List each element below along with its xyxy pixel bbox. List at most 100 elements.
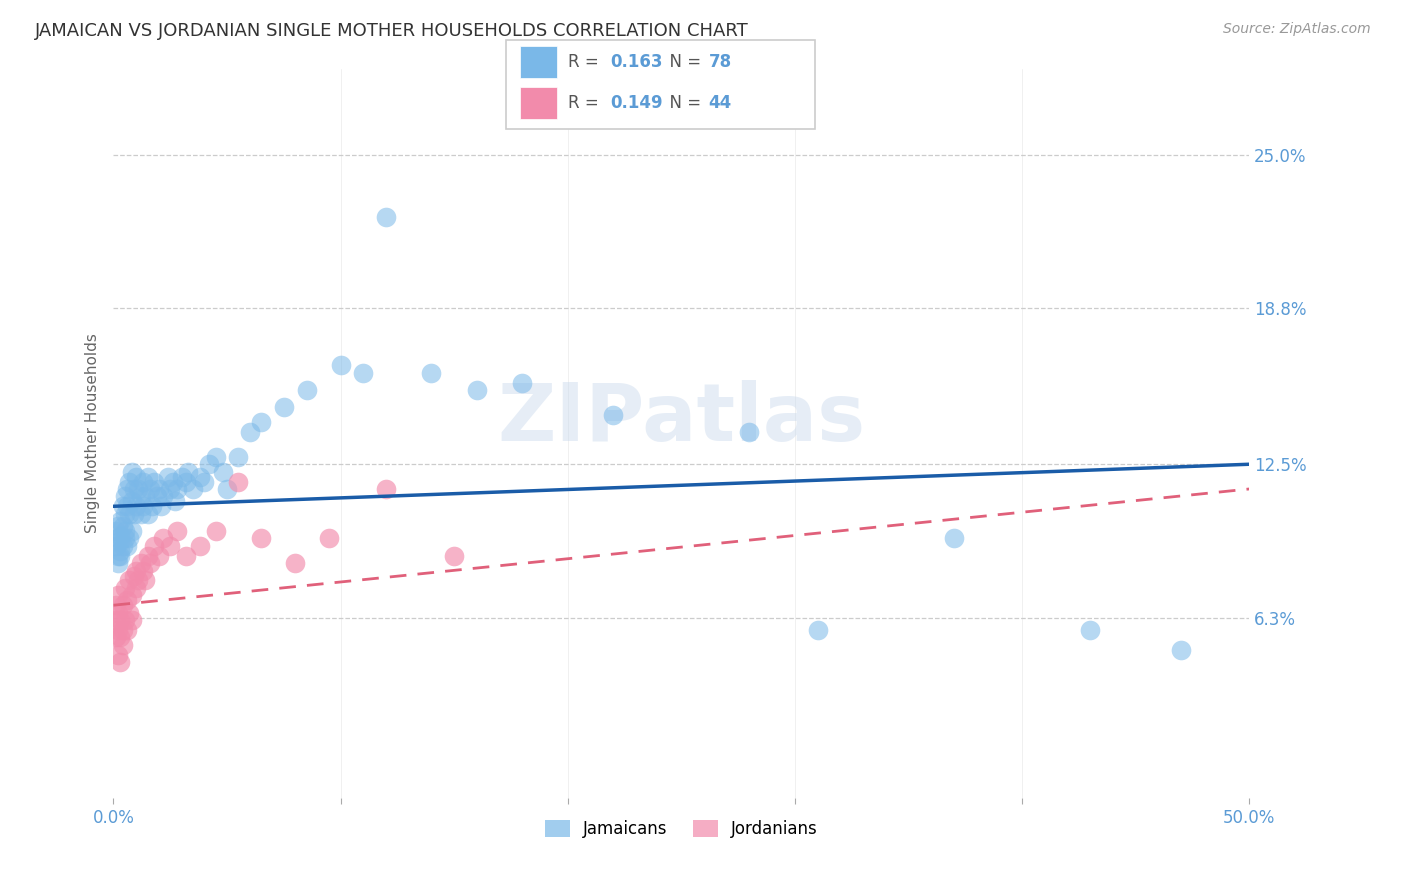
Point xyxy=(104,524,127,538)
Point xyxy=(114,613,136,627)
Point xyxy=(228,450,250,464)
Point xyxy=(110,655,132,669)
Point xyxy=(318,532,340,546)
Point xyxy=(139,556,162,570)
Point xyxy=(420,366,443,380)
Point xyxy=(375,482,398,496)
Point xyxy=(122,568,145,582)
Text: R =: R = xyxy=(568,94,605,112)
Text: N =: N = xyxy=(659,54,707,71)
Point xyxy=(104,613,127,627)
Point xyxy=(738,425,761,439)
Point xyxy=(118,532,141,546)
Point xyxy=(512,376,534,390)
Point xyxy=(136,507,159,521)
Point xyxy=(273,401,295,415)
Point xyxy=(121,465,143,479)
Point xyxy=(163,494,186,508)
Point xyxy=(443,549,465,563)
Point xyxy=(104,599,127,613)
Point xyxy=(129,507,152,521)
Point xyxy=(134,574,156,588)
Point xyxy=(114,524,136,538)
Text: R =: R = xyxy=(568,54,605,71)
Point xyxy=(807,623,830,637)
Point xyxy=(107,519,129,533)
Point xyxy=(188,539,211,553)
Text: 0.163: 0.163 xyxy=(610,54,662,71)
Point xyxy=(111,638,134,652)
Point xyxy=(239,425,262,439)
Point xyxy=(284,556,307,570)
Text: 44: 44 xyxy=(709,94,733,112)
Point xyxy=(193,475,215,489)
Point xyxy=(107,606,129,620)
Point xyxy=(295,383,318,397)
Point xyxy=(107,532,129,546)
Point xyxy=(204,524,226,538)
Point xyxy=(141,500,163,514)
Point xyxy=(465,383,488,397)
Point xyxy=(118,507,141,521)
Point xyxy=(204,450,226,464)
Point xyxy=(107,588,129,602)
Point xyxy=(107,556,129,570)
Text: 78: 78 xyxy=(709,54,731,71)
Point xyxy=(1078,623,1101,637)
Point xyxy=(170,469,193,483)
Point xyxy=(127,482,149,496)
Point xyxy=(159,482,181,496)
Point xyxy=(166,524,188,538)
Point xyxy=(125,500,148,514)
Point xyxy=(114,507,136,521)
Point xyxy=(118,475,141,489)
Point xyxy=(152,532,174,546)
Point xyxy=(145,490,167,504)
Point xyxy=(250,415,273,429)
Text: Source: ZipAtlas.com: Source: ZipAtlas.com xyxy=(1223,22,1371,37)
Point xyxy=(198,457,221,471)
Point xyxy=(114,532,136,546)
Point xyxy=(121,524,143,538)
Point xyxy=(152,490,174,504)
Point xyxy=(148,549,170,563)
Point xyxy=(150,500,173,514)
Point xyxy=(148,482,170,496)
Point xyxy=(107,549,129,563)
Point xyxy=(162,475,184,489)
Point xyxy=(121,613,143,627)
Point xyxy=(107,623,129,637)
Point xyxy=(110,631,132,645)
Point xyxy=(159,539,181,553)
Point xyxy=(132,500,155,514)
Point xyxy=(111,599,134,613)
Text: 0.149: 0.149 xyxy=(610,94,662,112)
Point xyxy=(115,593,138,607)
Point xyxy=(115,623,138,637)
Point xyxy=(110,613,132,627)
Point xyxy=(127,574,149,588)
Point xyxy=(250,532,273,546)
Point xyxy=(118,606,141,620)
Point xyxy=(375,210,398,224)
Point xyxy=(114,581,136,595)
Point xyxy=(110,514,132,528)
Text: N =: N = xyxy=(659,94,707,112)
Point xyxy=(125,564,148,578)
Point xyxy=(228,475,250,489)
Point xyxy=(111,539,134,553)
Point xyxy=(174,475,197,489)
Point xyxy=(115,500,138,514)
Point xyxy=(602,408,624,422)
Point xyxy=(118,574,141,588)
Point xyxy=(110,544,132,558)
Point xyxy=(156,469,179,483)
Point xyxy=(104,539,127,553)
Point xyxy=(121,494,143,508)
Point xyxy=(110,549,132,563)
Point xyxy=(143,539,166,553)
Point xyxy=(111,500,134,514)
Point xyxy=(166,482,188,496)
Point xyxy=(329,359,352,373)
Point xyxy=(125,581,148,595)
